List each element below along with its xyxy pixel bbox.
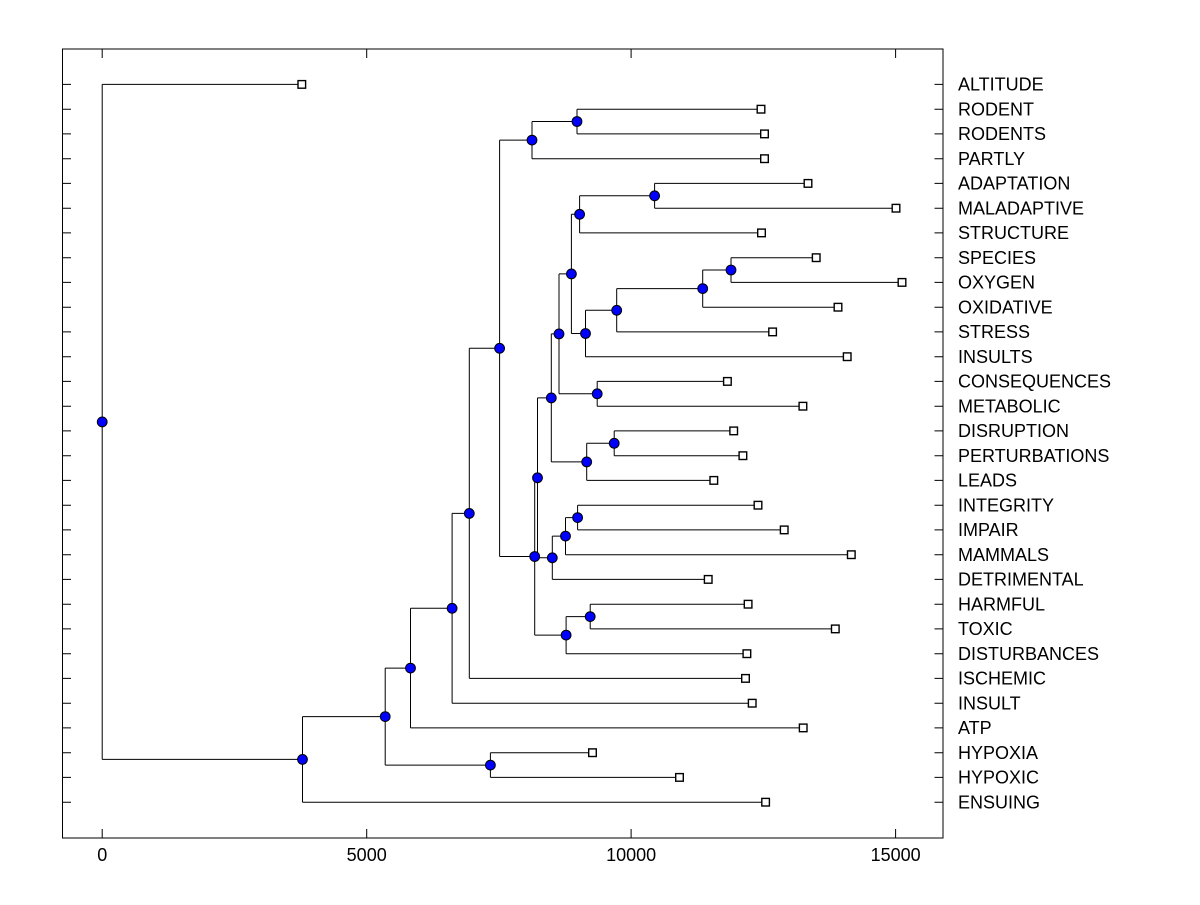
svg-text:PERTURBATIONS: PERTURBATIONS: [958, 446, 1109, 466]
svg-text:LEADS: LEADS: [958, 471, 1017, 491]
svg-text:IMPAIR: IMPAIR: [958, 520, 1019, 540]
svg-text:DISTURBANCES: DISTURBANCES: [958, 644, 1099, 664]
svg-text:HYPOXIC: HYPOXIC: [958, 768, 1039, 788]
svg-text:PARTLY: PARTLY: [958, 149, 1025, 169]
svg-text:TOXIC: TOXIC: [958, 619, 1013, 639]
svg-text:DETRIMENTAL: DETRIMENTAL: [958, 570, 1084, 590]
svg-text:STRESS: STRESS: [958, 322, 1030, 342]
svg-text:RODENTS: RODENTS: [958, 124, 1046, 144]
svg-text:ISCHEMIC: ISCHEMIC: [958, 669, 1046, 689]
svg-text:ENSUING: ENSUING: [958, 793, 1040, 813]
svg-text:HARMFUL: HARMFUL: [958, 595, 1045, 615]
svg-text:OXYGEN: OXYGEN: [958, 273, 1035, 293]
svg-text:MALADAPTIVE: MALADAPTIVE: [958, 199, 1084, 219]
svg-text:INSULT: INSULT: [958, 694, 1021, 714]
svg-text:5000: 5000: [347, 845, 387, 865]
svg-text:RODENT: RODENT: [958, 100, 1034, 120]
svg-text:INTEGRITY: INTEGRITY: [958, 496, 1054, 516]
svg-text:METABOLIC: METABOLIC: [958, 397, 1061, 417]
svg-text:OXIDATIVE: OXIDATIVE: [958, 298, 1053, 318]
svg-text:ADAPTATION: ADAPTATION: [958, 174, 1070, 194]
svg-text:CONSEQUENCES: CONSEQUENCES: [958, 372, 1111, 392]
svg-text:MAMMALS: MAMMALS: [958, 545, 1049, 565]
svg-text:10000: 10000: [606, 845, 656, 865]
svg-text:HYPOXIA: HYPOXIA: [958, 743, 1038, 763]
svg-text:ALTITUDE: ALTITUDE: [958, 75, 1044, 95]
svg-text:SPECIES: SPECIES: [958, 248, 1036, 268]
svg-text:DISRUPTION: DISRUPTION: [958, 421, 1069, 441]
svg-text:15000: 15000: [871, 845, 921, 865]
svg-text:0: 0: [97, 845, 107, 865]
svg-text:STRUCTURE: STRUCTURE: [958, 223, 1069, 243]
svg-text:INSULTS: INSULTS: [958, 347, 1033, 367]
svg-text:ATP: ATP: [958, 718, 992, 738]
